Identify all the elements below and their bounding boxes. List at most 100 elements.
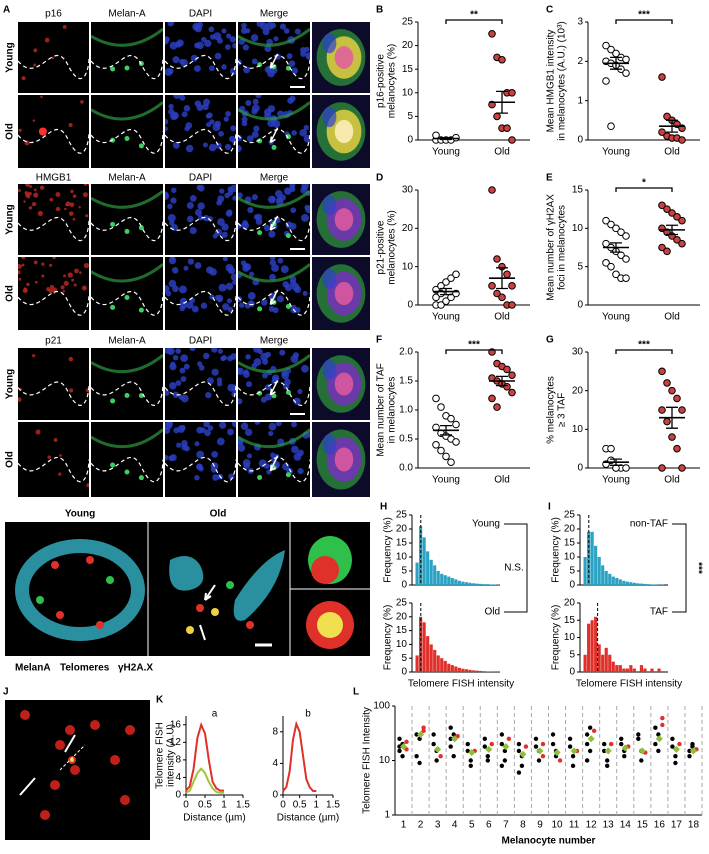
bar — [608, 654, 612, 672]
nucleus — [191, 305, 199, 313]
bar — [440, 658, 444, 672]
data-point — [601, 748, 607, 754]
data-point — [498, 293, 506, 302]
bar — [447, 663, 451, 672]
stain-label: DAPI — [189, 336, 212, 347]
stain-signal — [83, 263, 89, 269]
nucleus — [243, 462, 251, 469]
y-tick-label: 20 — [396, 611, 408, 622]
basement-membrane — [18, 55, 89, 80]
telomere — [50, 780, 60, 790]
stain-signal — [39, 185, 45, 190]
melanocyte — [285, 472, 291, 478]
nucleus — [222, 303, 230, 311]
bar — [436, 655, 440, 672]
stain-signal — [65, 203, 69, 207]
nucleus — [200, 302, 208, 309]
stain-signal — [71, 278, 75, 282]
nucleus — [178, 394, 184, 400]
panel-label: B — [376, 5, 383, 16]
data-point — [636, 732, 641, 737]
bar — [471, 670, 476, 672]
nucleus — [186, 215, 194, 223]
dapi — [322, 359, 337, 380]
nucleus — [299, 129, 308, 137]
x-tick-label: Young — [602, 312, 630, 323]
melan-a-signal — [91, 101, 163, 121]
panel-label: D — [376, 173, 383, 184]
stain-signal — [21, 257, 26, 260]
nucleus — [241, 22, 247, 29]
nucleus — [172, 391, 180, 398]
nucleus — [171, 267, 179, 274]
nucleus — [238, 192, 243, 199]
data-point — [493, 289, 501, 298]
nucleus — [269, 259, 277, 266]
data-point — [668, 433, 676, 441]
telomere — [70, 765, 80, 775]
nucleus — [168, 108, 175, 115]
data-point — [447, 274, 455, 282]
data-point — [533, 736, 539, 742]
nucleus — [251, 194, 258, 201]
data-point — [678, 216, 686, 225]
dapi — [322, 106, 337, 128]
melanocyte — [257, 306, 263, 312]
nucleus — [172, 354, 179, 361]
melanocyte — [124, 392, 130, 398]
stain-signal — [33, 260, 38, 265]
stain-signal — [64, 207, 67, 211]
nucleus — [243, 66, 251, 74]
melanocyte-surface — [169, 550, 285, 621]
y-tick-label: 15 — [396, 625, 408, 636]
basement-membrane — [165, 381, 236, 406]
y-tick-label: 2 — [577, 56, 583, 67]
stain-signal — [48, 288, 53, 294]
stain-signal — [49, 197, 54, 202]
nucleus — [225, 110, 231, 117]
y-tick-label: 10 — [402, 261, 414, 272]
micrograph-background — [165, 422, 236, 497]
nucleus — [210, 465, 218, 473]
zoom-sphere — [311, 556, 339, 584]
x-tick-label: 1 — [401, 820, 407, 831]
data-point — [663, 379, 671, 387]
error-bar — [440, 425, 452, 436]
data-point — [663, 205, 671, 213]
data-point — [567, 744, 573, 749]
data-point — [499, 741, 505, 747]
data-point — [503, 365, 511, 374]
data-point — [488, 30, 496, 38]
nucleus — [225, 263, 234, 272]
melanocyte — [138, 307, 144, 313]
focus — [96, 621, 104, 629]
bar — [426, 636, 430, 672]
y-tick-label: 0 — [401, 667, 407, 678]
data-point — [540, 753, 546, 759]
nucleus — [187, 258, 195, 265]
significance-label: *** — [468, 340, 480, 351]
mean-marker — [655, 735, 663, 743]
row-label: Old — [5, 123, 16, 140]
y-tick-label: 0 — [407, 300, 413, 311]
x-tick-label: 17 — [671, 820, 683, 831]
nucleus — [183, 105, 191, 112]
nucleus — [297, 468, 304, 475]
nucleus — [231, 384, 236, 393]
micrograph — [238, 348, 310, 420]
y-tick-label: 0.5 — [399, 434, 413, 445]
melanocyte — [110, 462, 116, 468]
x-tick-label: Old — [664, 147, 680, 158]
error-bar — [610, 458, 622, 466]
y-tick-label: 25 — [564, 510, 576, 521]
data-point — [607, 262, 615, 271]
nucleus — [167, 348, 175, 355]
nucleus — [246, 135, 254, 142]
y-tick-label: 20 — [564, 598, 576, 609]
mean-marker — [553, 749, 561, 757]
nucleus — [202, 103, 209, 111]
nucleus — [217, 296, 223, 303]
melan-a-signal — [91, 428, 163, 449]
x-tick-label: Young — [432, 475, 460, 486]
